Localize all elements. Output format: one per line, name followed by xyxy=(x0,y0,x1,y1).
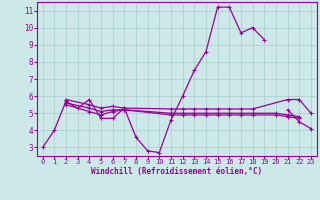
X-axis label: Windchill (Refroidissement éolien,°C): Windchill (Refroidissement éolien,°C) xyxy=(91,167,262,176)
